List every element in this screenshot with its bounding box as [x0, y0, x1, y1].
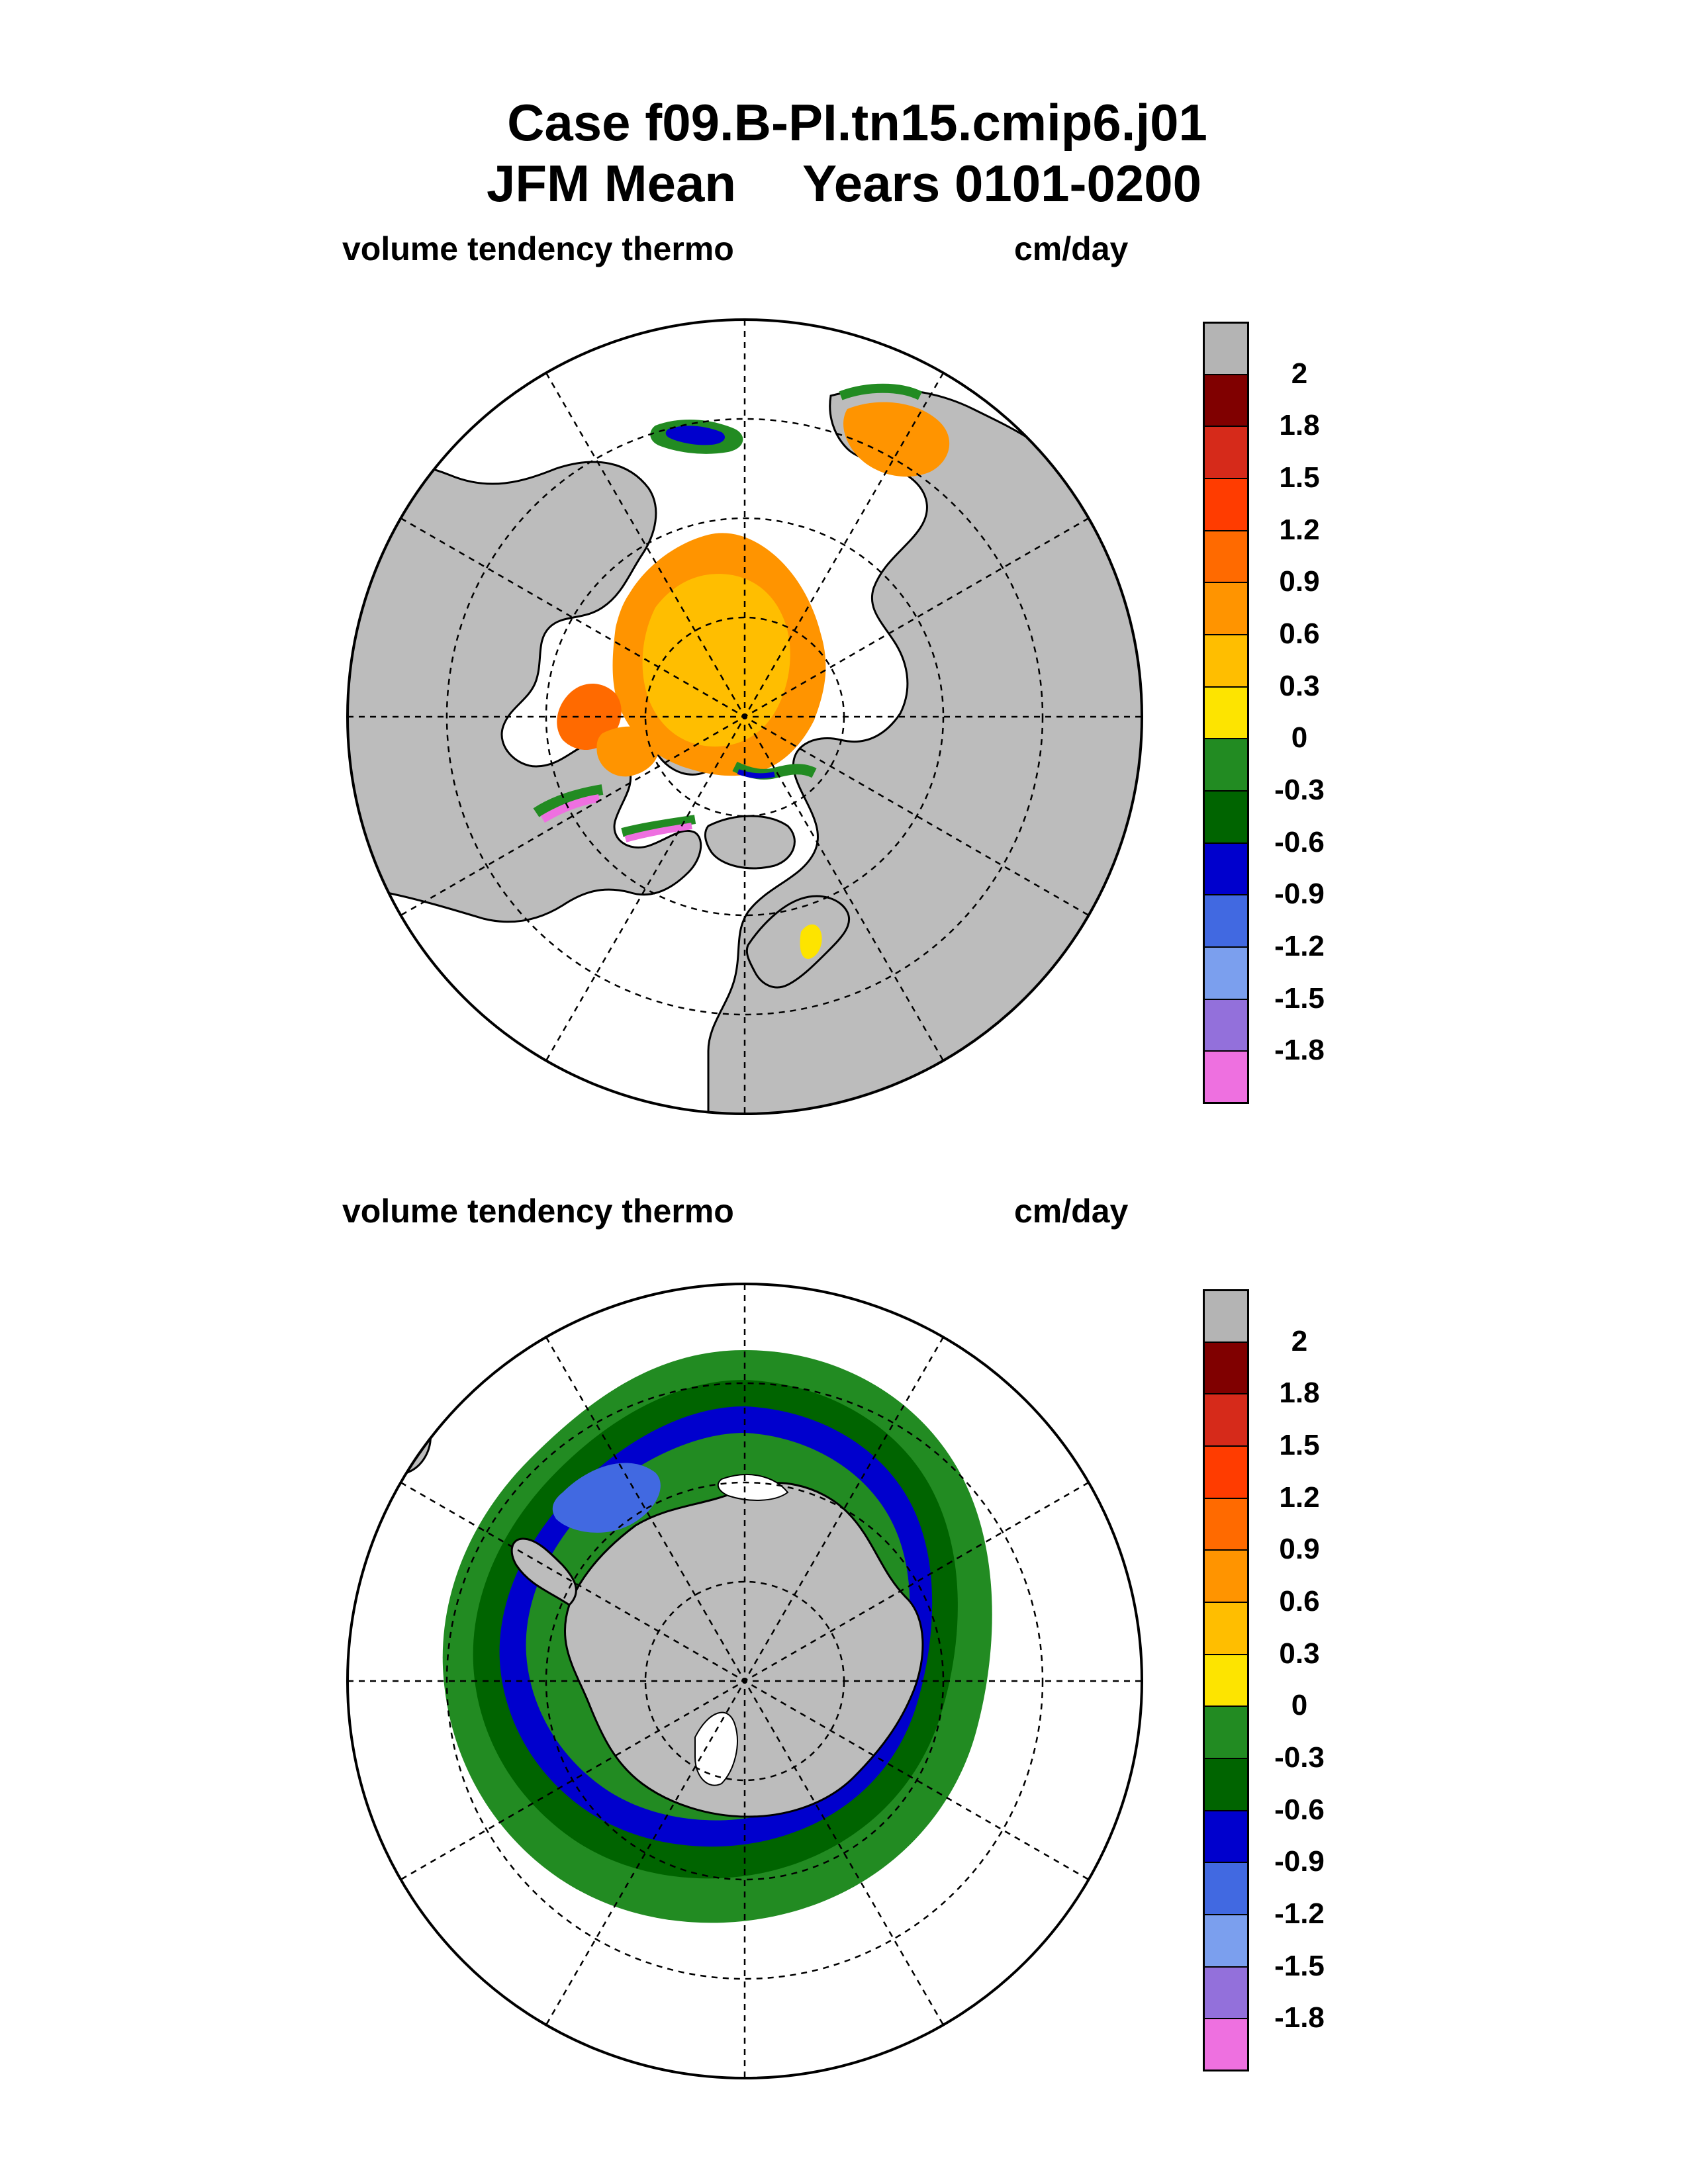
panel2-variable-label: volume tendency thermo	[342, 1193, 734, 1230]
colorbar-swatch	[1203, 529, 1249, 584]
colorbar-swatch	[1203, 2018, 1249, 2071]
colorbar-swatch	[1203, 373, 1249, 428]
colorbar-swatch	[1203, 426, 1249, 479]
colorbar-swatch	[1203, 1289, 1249, 1343]
colorbar-swatch	[1203, 1549, 1249, 1603]
colorbar-swatch	[1203, 1758, 1249, 1811]
ross-ice-shelf	[694, 1711, 738, 1786]
colorbar-swatch	[1203, 946, 1249, 1000]
colorbar-label: -0.3	[1274, 1741, 1325, 1774]
colorbar-label: 0.6	[1279, 1585, 1320, 1617]
colorbar-swatch	[1203, 894, 1249, 948]
colorbar-label: -0.3	[1274, 774, 1325, 806]
colorbar-swatch	[1203, 738, 1249, 792]
colorbar-swatch	[1203, 686, 1249, 740]
colorbar-swatch	[1203, 1497, 1249, 1551]
season-label: JFM Mean	[487, 154, 737, 212]
graticule	[348, 320, 1142, 1114]
colorbar-label: 1.2	[1279, 513, 1320, 546]
colorbar-label: -0.9	[1274, 878, 1325, 911]
colorbar-label: 1.8	[1279, 1377, 1320, 1410]
colorbar-south: 2 1.8 1.5 1.2 0.9 0.6 0.3 0 -0.3 -0.6 -0…	[1203, 1289, 1325, 2071]
colorbar-label: -1.2	[1274, 1897, 1325, 1930]
map-boundary	[346, 1283, 1143, 2079]
colorbar-swatch	[1203, 1050, 1249, 1104]
colorbar-swatch	[1203, 322, 1249, 375]
colorbar-label: 0.9	[1279, 565, 1320, 598]
colorbar-label: 0.6	[1279, 617, 1320, 650]
colorbar-swatch	[1203, 1862, 1249, 1915]
colorbar-swatch	[1203, 1914, 1249, 1968]
colorbar-label: 0.9	[1279, 1533, 1320, 1566]
colorbar-swatch	[1203, 1809, 1249, 1864]
panel2-units-label: cm/day	[1014, 1193, 1129, 1230]
colorbar-swatch	[1203, 1653, 1249, 1707]
colorbar-label: -0.9	[1274, 1845, 1325, 1878]
colorbar-label: -1.8	[1274, 2001, 1325, 2034]
colorbar-swatch	[1203, 842, 1249, 896]
colorbar-label: 1.5	[1279, 461, 1320, 494]
colorbar-label: 1.8	[1279, 409, 1320, 442]
colorbar-swatch	[1203, 1445, 1249, 1499]
colorbar-label: 2	[1291, 1324, 1308, 1357]
graticule	[348, 1284, 1142, 2078]
years-label: Years 0101-0200	[802, 154, 1201, 212]
colorbar-label: -1.8	[1274, 1034, 1325, 1067]
panel1-variable-label: volume tendency thermo	[342, 230, 734, 267]
colorbar-swatch	[1203, 1341, 1249, 1395]
south-polar-map	[346, 1283, 1143, 2079]
colorbar-label: -0.6	[1274, 825, 1325, 858]
colorbar-swatch	[1203, 478, 1249, 531]
colorbar-label: -1.5	[1274, 981, 1325, 1015]
colorbar-swatch	[1203, 998, 1249, 1052]
weddell-ice-shelf	[717, 1474, 789, 1501]
colorbar-label: -1.2	[1274, 930, 1325, 962]
colorbar-label: 0.3	[1279, 1637, 1320, 1670]
colorbar-label: 2	[1291, 357, 1308, 390]
colorbar-label: 1.5	[1279, 1429, 1320, 1461]
figure-title-line2: JFM Mean Years 0101-0200	[0, 154, 1688, 213]
colorbar-north: 2 1.8 1.5 1.2 0.9 0.6 0.3 0 -0.3 -0.6 -0…	[1203, 322, 1325, 1104]
colorbar-label: 1.2	[1279, 1480, 1320, 1514]
panel1-units-label: cm/day	[1014, 230, 1129, 267]
figure-title-line1: Case f09.B-PI.tn15.cmip6.j01	[507, 93, 1207, 152]
colorbar-label: -1.5	[1274, 1949, 1325, 1982]
colorbar-swatch	[1203, 1706, 1249, 1759]
colorbar-label: -0.6	[1274, 1793, 1325, 1826]
colorbar-swatch	[1203, 582, 1249, 635]
colorbar-swatch	[1203, 1602, 1249, 1655]
north-polar-map	[346, 318, 1143, 1115]
colorbar-label: 0.3	[1279, 669, 1320, 702]
colorbar-swatch	[1203, 790, 1249, 844]
colorbar-label: 0	[1291, 1689, 1308, 1722]
colorbar-swatch	[1203, 634, 1249, 688]
colorbar-swatch	[1203, 1393, 1249, 1447]
map-boundary	[346, 318, 1143, 1115]
colorbar-label: 0	[1291, 721, 1308, 754]
colorbar-swatch	[1203, 1966, 1249, 2020]
